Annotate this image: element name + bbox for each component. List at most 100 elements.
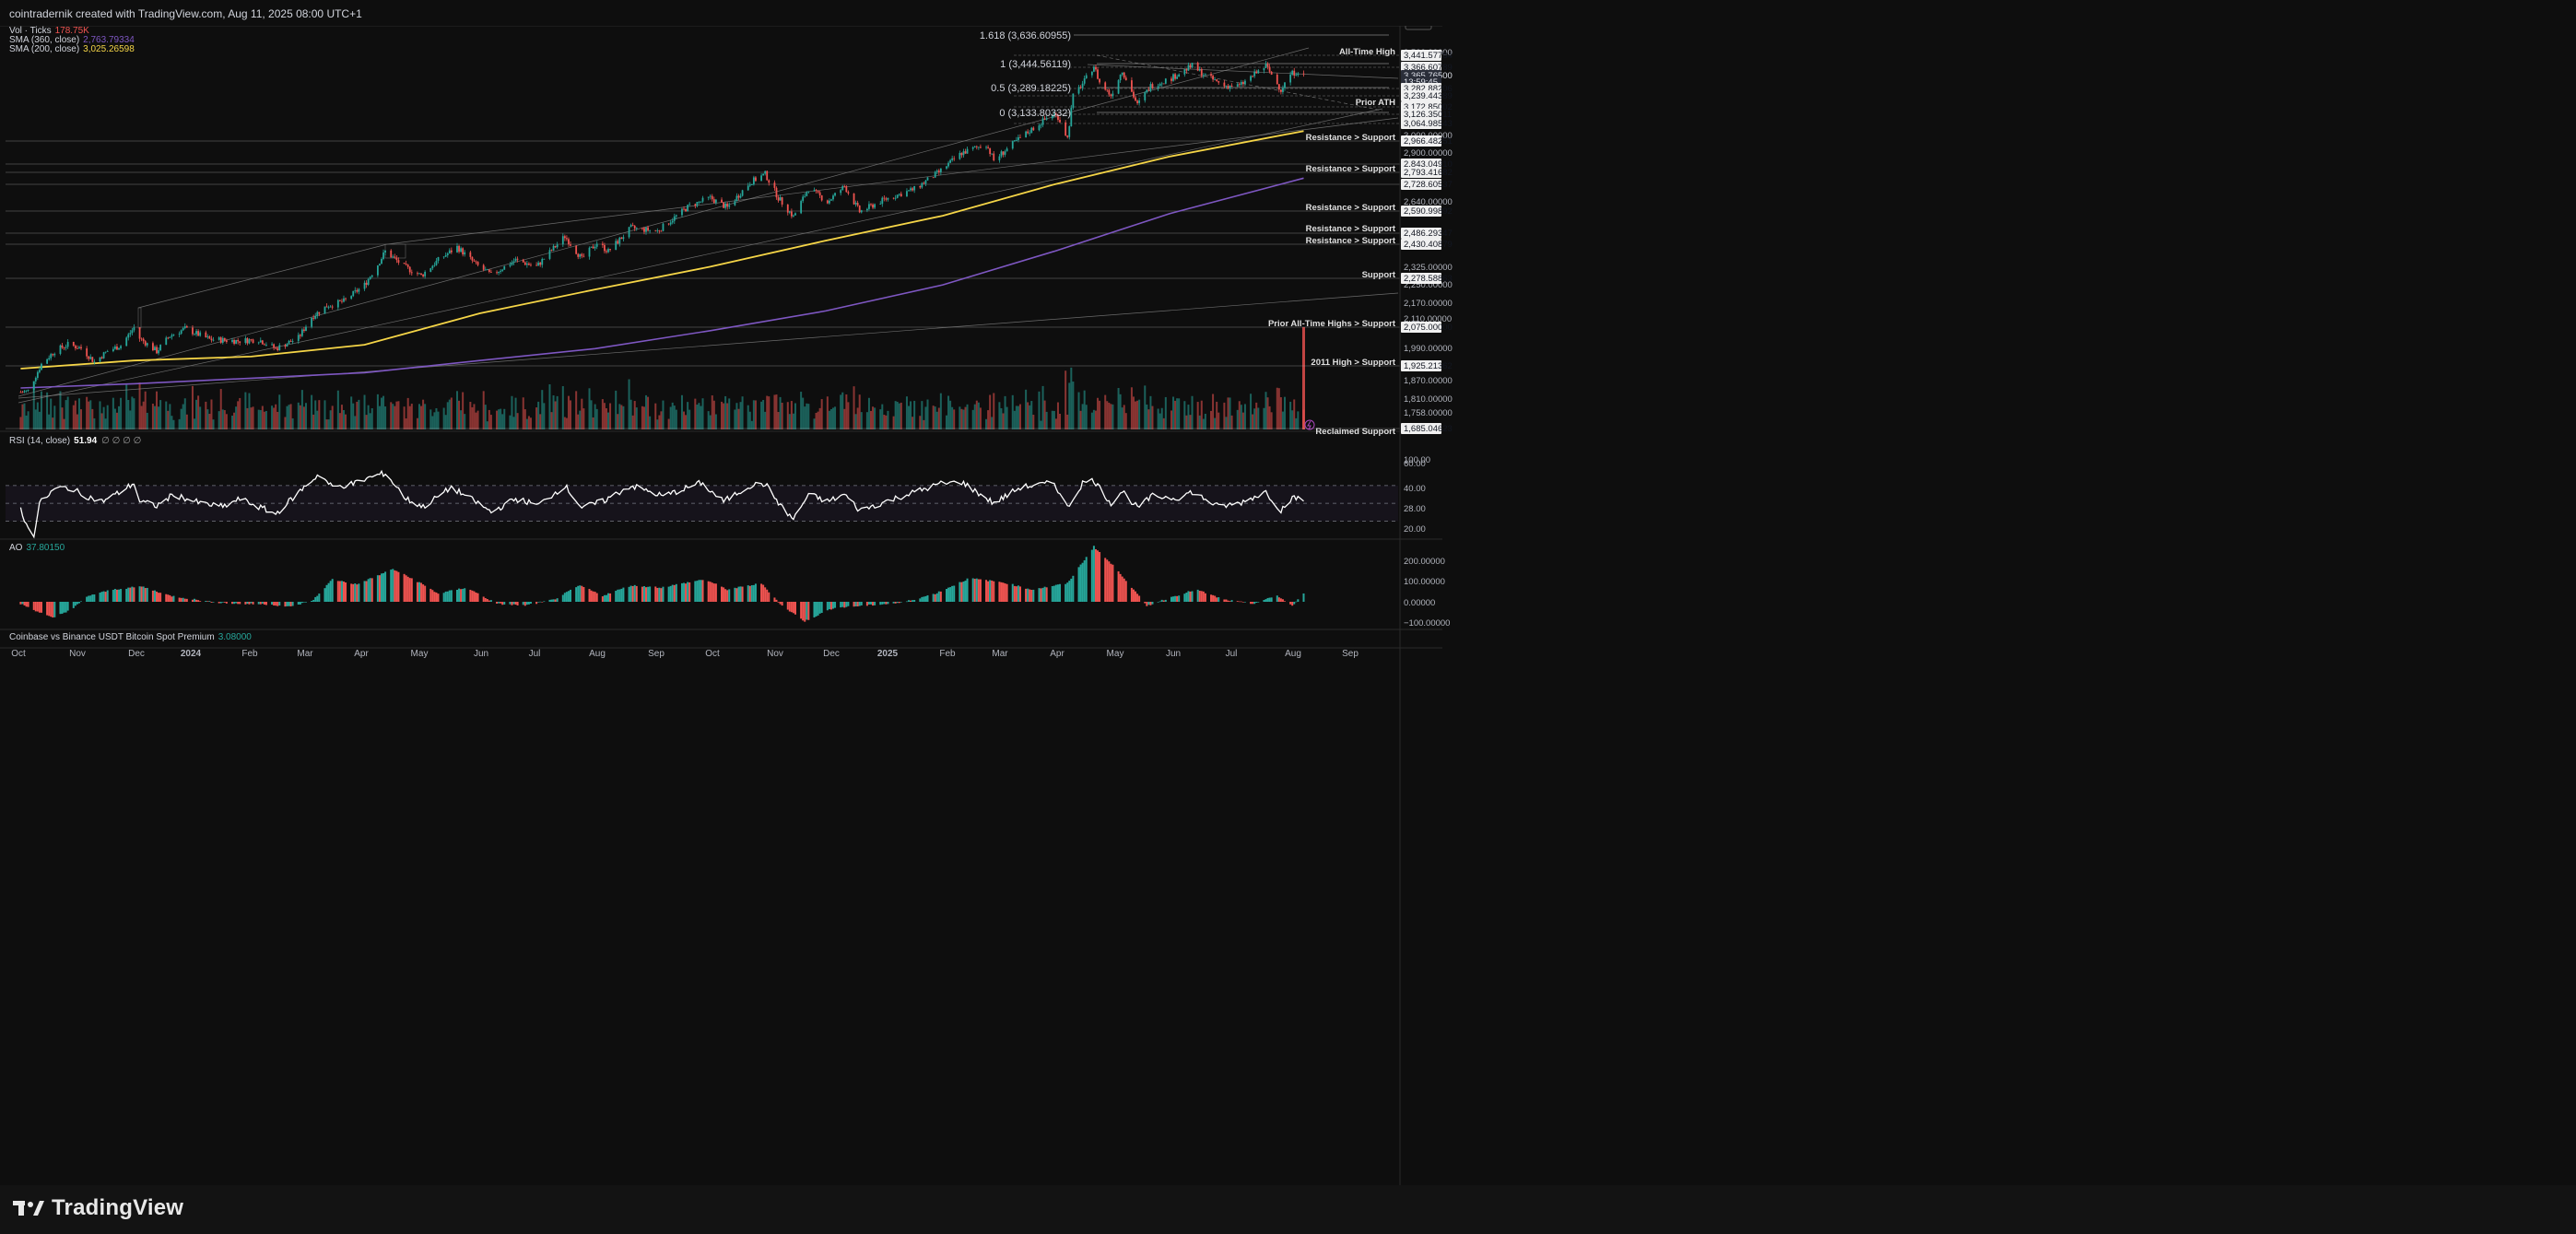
candle-body-21 (74, 346, 76, 349)
candle-177 (486, 268, 488, 271)
ao-tick-2: 100.00000 (1404, 577, 1445, 587)
time-tick-10: Aug (589, 649, 606, 659)
price-label-box-9 (1401, 135, 1441, 147)
candle-body-396 (1066, 135, 1069, 137)
volume-bar-116 (325, 419, 328, 429)
price-tick-10: 1,810.00000 (1404, 394, 1453, 405)
candle-body-130 (363, 282, 366, 289)
time-axis[interactable]: Oct Nov Dec 2024 Feb Mar Apr May Jun Jul Aug Sep Oct… (11, 649, 1359, 659)
candle-body-261 (709, 195, 712, 197)
candle-445 (1196, 61, 1199, 72)
ao-bar-248 (673, 584, 676, 602)
candle-465 (1250, 75, 1252, 83)
volume-bar-295 (800, 392, 803, 429)
volume-bar-248 (673, 405, 676, 429)
candle-body-184 (503, 265, 506, 270)
ao-bar-71 (206, 601, 209, 602)
candle-body-237 (645, 227, 647, 232)
volume-bar-297 (804, 406, 806, 429)
time-tick-5: Mar (297, 649, 313, 659)
candle-308 (832, 194, 834, 202)
candle-306 (828, 198, 830, 205)
candle-107 (300, 328, 303, 337)
volume-bar-270 (734, 409, 736, 429)
candle-body-341 (921, 182, 923, 188)
price-label-0: 3,441.57784 (1404, 51, 1453, 61)
candle-328 (885, 196, 888, 202)
ao-bar-260 (707, 581, 710, 602)
ao-bar-382 (1029, 589, 1031, 602)
volume-bar-323 (872, 406, 875, 429)
time-tick-9: Jul (529, 649, 541, 659)
pane-separators[interactable] (0, 0, 1442, 1185)
volume-bar-477 (1279, 397, 1282, 429)
candle-body-409 (1099, 78, 1100, 83)
ao-bar-427 (1147, 602, 1150, 605)
candle-body-307 (830, 199, 832, 201)
volume-bar-240 (654, 403, 657, 429)
candle-444 (1191, 63, 1194, 69)
ao-bar-122 (340, 581, 343, 602)
volume-bar-131 (365, 415, 368, 429)
volume-bar-283 (766, 395, 769, 429)
candle-body-466 (1252, 76, 1254, 77)
candle-213 (581, 253, 583, 259)
ao-bar-224 (609, 593, 612, 602)
candle-body-438 (1176, 76, 1179, 79)
candle-body-22 (76, 348, 78, 349)
ao-bar-145 (403, 573, 406, 602)
volume-bar-151 (418, 404, 420, 429)
ao-bar-326 (881, 602, 884, 605)
candle-body-408 (1097, 69, 1099, 79)
candle-398 (1070, 104, 1073, 127)
candle-393 (1057, 113, 1059, 123)
volume-bar-215 (588, 388, 591, 429)
volume-bar-159 (437, 411, 440, 429)
volume-bar-366 (987, 410, 990, 429)
volume-bar-301 (815, 413, 817, 429)
chart-canvas[interactable]: USD3,500.000003,000.000002,900.000002,64… (0, 0, 2576, 1185)
candle-416 (1119, 74, 1122, 83)
candle-303 (818, 190, 821, 198)
candle-body-316 (854, 202, 857, 205)
candle-body-297 (804, 195, 806, 197)
candle-body-236 (643, 228, 645, 232)
volume-bar-69 (199, 406, 202, 429)
price-axis[interactable]: USD3,500.000003,000.000002,900.000002,64… (1401, 16, 1453, 629)
candle-body-39 (120, 346, 122, 348)
ao-bar-163 (448, 590, 451, 602)
candle-103 (289, 339, 292, 342)
ao-bar-30 (99, 593, 101, 602)
time-tick-21: Jul (1226, 649, 1238, 659)
candle-102 (288, 339, 290, 345)
volume-bar-3 (25, 415, 28, 429)
candle-body-19 (66, 341, 69, 347)
ao-bar-399 (1072, 575, 1075, 602)
volume-bar-199 (543, 403, 546, 429)
ao-bar-235 (641, 586, 643, 602)
candle-body-214 (582, 255, 585, 257)
trendline-3 (386, 117, 1399, 245)
tradingview-brand[interactable]: TradingView (13, 1195, 183, 1221)
ao-bar-152 (420, 582, 423, 602)
volume-bar-472 (1266, 397, 1269, 429)
candle-422 (1135, 95, 1136, 101)
candle-12 (50, 352, 53, 361)
candle-467 (1253, 68, 1256, 78)
ao-bar-258 (700, 580, 702, 602)
candle-384 (1032, 126, 1035, 131)
ao-bar-179 (489, 600, 492, 602)
candle-body-386 (1040, 124, 1042, 126)
volume-bar-285 (773, 394, 776, 429)
ao-bar-194 (529, 602, 532, 605)
ao-bar-176 (484, 598, 487, 602)
candle-body-43 (131, 330, 134, 334)
volume-bar-336 (907, 405, 910, 429)
candle-body-426 (1146, 89, 1148, 93)
ao-bar-434 (1164, 599, 1167, 602)
volume-bar-232 (631, 415, 634, 429)
candle-body-266 (723, 202, 724, 208)
premium-legend: Coinbase vs Binance USDT Bitcoin Spot Pr… (9, 632, 252, 642)
ao-bar-82 (235, 602, 238, 604)
ao-bar-170 (469, 589, 472, 602)
